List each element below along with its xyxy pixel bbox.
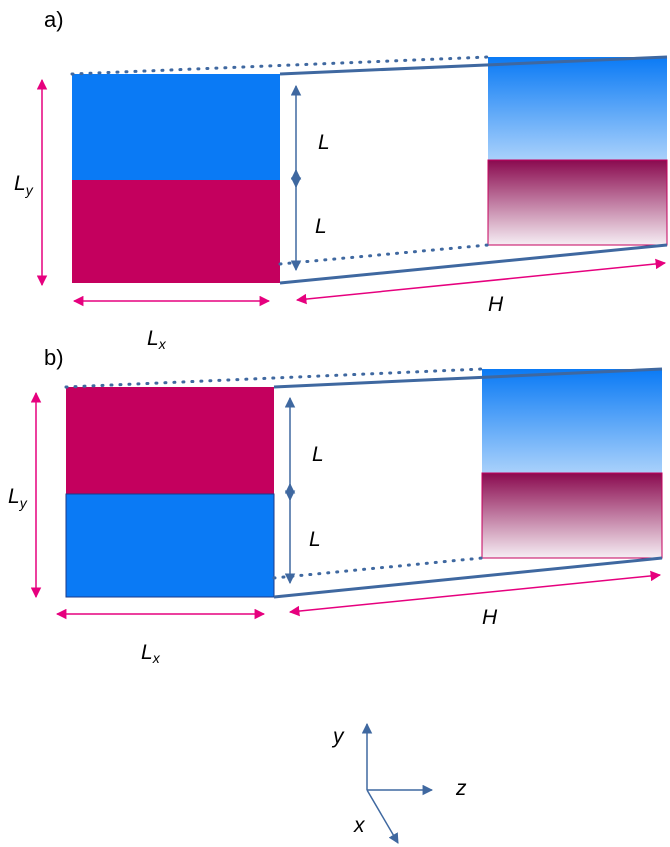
panel-b-bottom-layer (65, 493, 275, 598)
panel-a-top-layer (72, 74, 280, 180)
panel-b-top-layer (66, 387, 274, 494)
panel-b-top-dotted-edge (64, 367, 484, 389)
x-axis-arrow (366, 789, 399, 844)
panel-a-h-dimension (295, 258, 667, 305)
panel-a-top-dotted-edge (70, 55, 490, 76)
panel-a-bottom-layer (72, 180, 280, 283)
y-axis-label: y (331, 725, 345, 748)
panel-b-top-edge (273, 367, 663, 389)
panel-a-outlet-bottom-layer (487, 159, 668, 246)
panel-b-outlet-bottom-layer (481, 472, 663, 559)
panel-b-l-upper-label: L (312, 443, 324, 466)
panel-a-l-upper-label: L (318, 131, 330, 154)
panel-a-bottom-dotted-edge (278, 243, 490, 266)
x-axis-label: x (353, 814, 366, 837)
panel-a-label: a) (44, 7, 64, 32)
coordinate-axes: y z x (331, 722, 467, 844)
panel-a-ly-label: Ly (14, 172, 34, 198)
panel-b-outlet-top-layer (482, 369, 662, 473)
panel-b-h-label: H (482, 606, 498, 629)
panel-a-l-lower-label: L (315, 215, 327, 238)
panel-a-h-label: H (488, 293, 504, 316)
panel-a-top-edge (279, 55, 668, 76)
panel-b: b) Ly Lx L L H (8, 345, 663, 666)
panel-b-l-lower-label: L (309, 528, 321, 551)
z-axis-label: z (455, 777, 467, 800)
panel-b-lx-label: Lx (141, 641, 161, 666)
panel-b-bottom-dotted-edge (272, 556, 484, 580)
panel-a: a) Ly Lx L L H (14, 7, 668, 352)
panel-b-label: b) (44, 345, 64, 370)
panel-a-bottom-edge (279, 243, 668, 285)
panel-a-outlet-top-layer (488, 57, 667, 160)
panel-a-lx-label: Lx (147, 327, 167, 352)
panel-b-bottom-edge (273, 556, 663, 599)
panel-b-h-dimension (288, 570, 662, 617)
panel-b-ly-label: Ly (8, 485, 28, 511)
